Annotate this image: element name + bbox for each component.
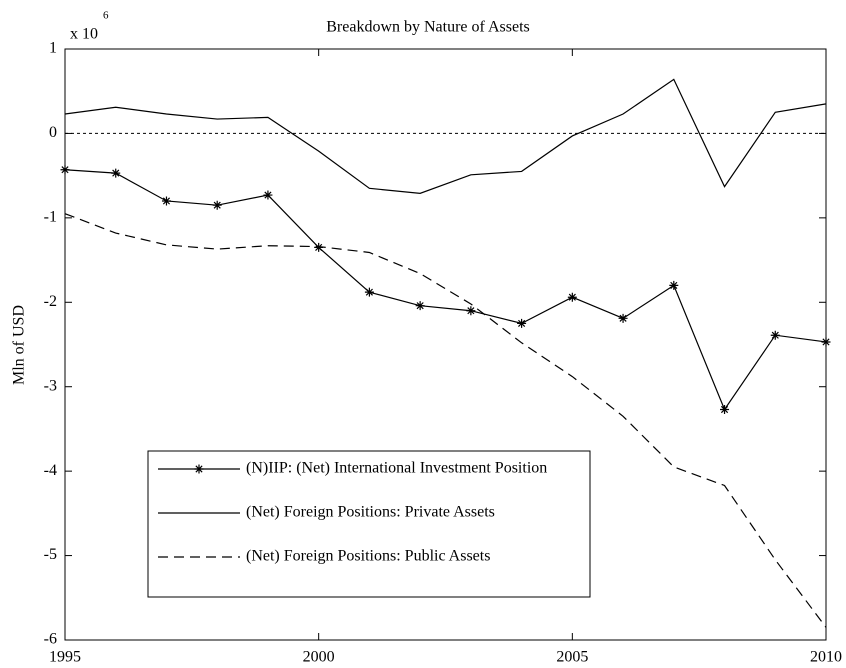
data-marker bbox=[60, 165, 70, 175]
data-marker bbox=[263, 190, 273, 200]
legend-label: (Net) Foreign Positions: Private Assets bbox=[246, 504, 495, 521]
data-marker bbox=[161, 196, 171, 206]
y-tick-label: 0 bbox=[49, 124, 57, 141]
series-line bbox=[64, 169, 827, 411]
y-tick-label: -1 bbox=[44, 209, 57, 226]
data-marker bbox=[415, 301, 425, 311]
y-axis-label: Mln of USD bbox=[11, 305, 28, 385]
y-multiplier-exponent: 6 bbox=[103, 10, 109, 22]
data-marker bbox=[770, 330, 780, 340]
data-marker bbox=[111, 168, 121, 178]
legend-marker bbox=[194, 464, 204, 474]
data-marker bbox=[567, 292, 577, 302]
y-tick-label: -6 bbox=[44, 631, 57, 648]
y-tick-label: -5 bbox=[44, 546, 57, 563]
data-marker bbox=[821, 337, 831, 347]
data-marker bbox=[212, 200, 222, 210]
x-tick-label: 2005 bbox=[556, 649, 588, 666]
x-tick-label: 2000 bbox=[303, 649, 335, 666]
x-tick-label: 2010 bbox=[810, 649, 842, 666]
series-line bbox=[64, 213, 827, 628]
data-marker bbox=[517, 318, 527, 328]
series-line bbox=[64, 78, 827, 194]
legend-label: (Net) Foreign Positions: Public Assets bbox=[246, 548, 490, 565]
y-tick-label: -3 bbox=[44, 377, 57, 394]
x-tick-label: 1995 bbox=[49, 649, 81, 666]
legend-box bbox=[147, 450, 591, 598]
data-marker bbox=[618, 313, 628, 323]
y-tick-label: -2 bbox=[44, 293, 57, 310]
data-marker bbox=[364, 287, 374, 297]
data-marker bbox=[720, 405, 730, 415]
data-marker bbox=[466, 306, 476, 316]
y-tick-label: -4 bbox=[44, 462, 57, 479]
y-multiplier: x 10 bbox=[70, 26, 98, 43]
legend-label: (N)IIP: (Net) International Investment P… bbox=[246, 460, 547, 477]
data-marker bbox=[314, 242, 324, 252]
y-tick-label: 1 bbox=[49, 40, 57, 57]
chart-title: Breakdown by Nature of Assets bbox=[326, 19, 530, 36]
data-marker bbox=[669, 280, 679, 290]
